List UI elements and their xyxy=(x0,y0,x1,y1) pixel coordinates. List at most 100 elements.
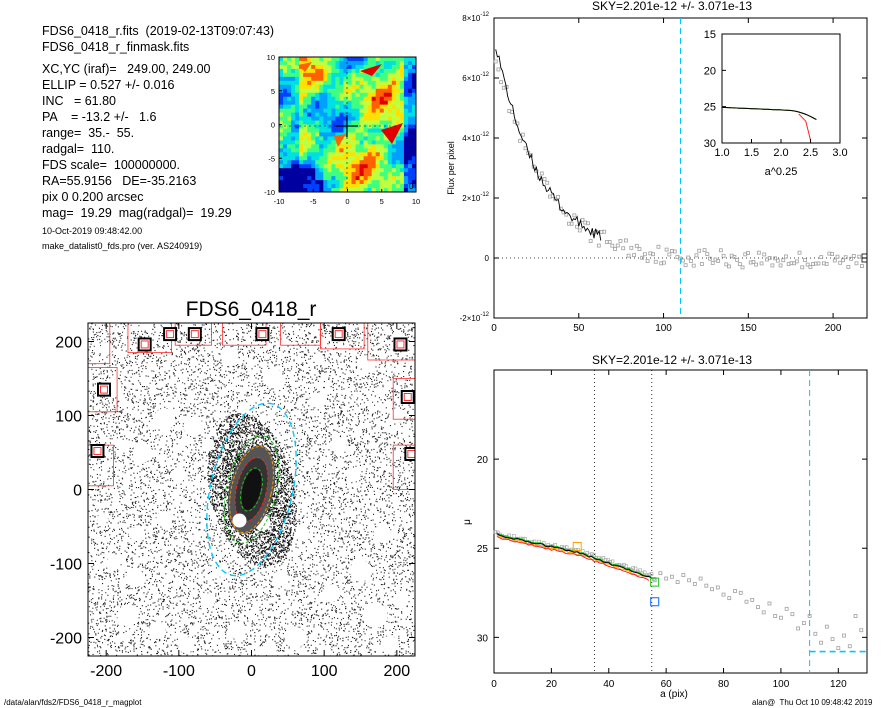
contour-cell xyxy=(283,152,288,157)
contour-cell xyxy=(407,116,413,122)
mask-blob xyxy=(106,556,121,571)
contour-cell xyxy=(323,188,328,192)
contour-cell xyxy=(335,152,341,157)
contour-cell xyxy=(367,64,373,70)
contour-cell xyxy=(343,168,349,173)
contour-cell xyxy=(331,128,337,134)
contour-cell xyxy=(363,100,369,106)
contour-cell xyxy=(395,160,401,165)
contour-cell xyxy=(335,168,341,173)
contour-cell xyxy=(367,160,373,165)
contour-cell xyxy=(303,168,308,173)
contour-cell xyxy=(327,152,332,157)
contour-cell xyxy=(291,96,296,102)
contour-cell xyxy=(395,112,401,118)
contour-cell xyxy=(291,160,296,165)
contour-cell xyxy=(351,72,357,78)
contour-cell xyxy=(391,188,397,192)
sky-point xyxy=(629,245,634,250)
contour-cell xyxy=(295,108,300,114)
contour-cell xyxy=(359,160,365,165)
contour-cell xyxy=(407,180,413,185)
contour-cell xyxy=(371,176,377,181)
contour-cell xyxy=(327,172,332,177)
sky-point xyxy=(727,264,731,269)
contour-cell xyxy=(391,120,397,126)
contour-cell xyxy=(303,72,308,78)
contour-cell xyxy=(319,144,324,149)
contour-cell xyxy=(331,108,337,114)
contour-cell xyxy=(347,148,353,153)
contour-cell xyxy=(403,80,409,86)
contour-cell xyxy=(359,124,365,130)
contour-cell xyxy=(399,132,405,138)
profile-point-inner xyxy=(638,568,642,573)
contour-cell xyxy=(331,96,337,102)
contour-cell xyxy=(371,57,377,62)
contour-cell xyxy=(335,68,341,74)
contour-cell xyxy=(343,152,349,157)
sky-point xyxy=(778,263,783,268)
contour-cell xyxy=(351,124,357,130)
contour-cell xyxy=(395,76,401,82)
contour-cell xyxy=(359,156,365,161)
contour-cell xyxy=(311,100,316,106)
contour-cell xyxy=(411,76,416,82)
mask-blob xyxy=(178,636,195,654)
contour-cell xyxy=(307,184,312,189)
contour-cell xyxy=(379,96,385,102)
contour-cell xyxy=(295,84,300,90)
contour-cell xyxy=(347,136,353,141)
mask-blob xyxy=(128,527,142,541)
contour-cell xyxy=(387,76,393,82)
contour-cell xyxy=(315,76,320,82)
contour-cell xyxy=(375,140,381,145)
profile-point xyxy=(658,571,663,576)
contour-cell xyxy=(311,72,316,78)
contour-cell xyxy=(391,168,397,173)
contour-cell xyxy=(315,184,320,189)
contour-cell xyxy=(371,96,377,102)
contour-cell xyxy=(279,60,284,66)
contour-cell xyxy=(347,172,353,177)
profile-point-inner xyxy=(601,555,606,560)
mask-region-box xyxy=(320,323,365,350)
sky-point xyxy=(621,246,626,251)
contour-cell xyxy=(327,116,332,122)
contour-cell xyxy=(399,100,405,106)
contour-cell xyxy=(335,132,341,138)
contour-cell xyxy=(375,72,381,78)
contour-cell xyxy=(403,108,409,114)
marker-blue xyxy=(650,597,660,607)
contour-cell xyxy=(283,172,288,177)
contour-cell xyxy=(303,140,308,145)
contour-cell xyxy=(291,108,296,114)
contour-cell xyxy=(375,164,381,169)
contour-cell xyxy=(299,88,304,94)
contour-cell xyxy=(299,160,304,165)
contour-cell xyxy=(339,68,345,74)
contour-cell xyxy=(303,60,308,66)
contour-cell xyxy=(379,104,385,110)
contour-cell xyxy=(383,124,389,130)
contour-cell xyxy=(371,60,377,66)
contour-cell xyxy=(295,80,300,86)
contour-cell xyxy=(311,148,316,153)
contour-cell xyxy=(319,176,324,181)
contour-cell xyxy=(363,92,369,98)
sky-point xyxy=(686,255,691,260)
contour-cell xyxy=(371,168,377,173)
contour-cell xyxy=(291,92,296,98)
contour-cell xyxy=(379,60,385,66)
contour-cell xyxy=(287,57,292,62)
contour-cell xyxy=(319,168,324,173)
contour-cell xyxy=(327,100,332,106)
contour-cell xyxy=(299,72,304,78)
contour-cell xyxy=(379,144,385,149)
contour-cell xyxy=(327,96,332,102)
contour-cell xyxy=(375,108,381,114)
contour-cell xyxy=(291,188,296,192)
contour-cell xyxy=(311,180,316,185)
contour-cell xyxy=(391,92,397,98)
